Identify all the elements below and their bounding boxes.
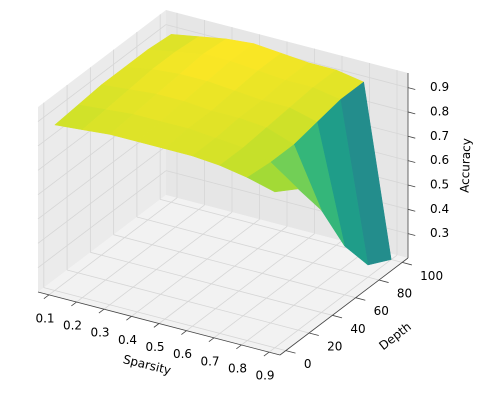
y-tick-label: 20 bbox=[327, 339, 342, 353]
tick-mark bbox=[407, 184, 416, 188]
y-tick-label: 60 bbox=[374, 304, 389, 318]
tick-mark bbox=[332, 314, 343, 319]
x-tick-label: 0.6 bbox=[173, 347, 192, 361]
y-tick-label: 100 bbox=[420, 269, 443, 283]
tick-mark bbox=[208, 337, 215, 343]
tick-mark bbox=[181, 330, 187, 335]
y-tick-label: 0 bbox=[304, 357, 312, 371]
grid-line bbox=[43, 287, 286, 351]
grid-line bbox=[213, 240, 343, 339]
surface-patch bbox=[246, 161, 299, 193]
z-tick-label: 0.4 bbox=[430, 202, 449, 216]
grid-line bbox=[186, 233, 315, 331]
grid-line bbox=[136, 216, 380, 281]
grid-line bbox=[37, 170, 167, 268]
z-tick-label: 0.7 bbox=[430, 129, 449, 143]
z-tick-label: 0.8 bbox=[430, 104, 449, 118]
tick-mark bbox=[43, 294, 50, 300]
x-tick-label: 0.5 bbox=[145, 340, 164, 354]
grid-line bbox=[241, 247, 370, 346]
tick-mark bbox=[126, 316, 132, 321]
x-tick-label: 0.3 bbox=[90, 326, 109, 340]
tick-mark bbox=[407, 87, 416, 90]
x-tick-label: 0.9 bbox=[255, 369, 274, 383]
axis-line bbox=[37, 291, 281, 356]
grid-line bbox=[158, 226, 288, 324]
tick-mark bbox=[407, 111, 416, 115]
tick-mark bbox=[407, 135, 416, 139]
z-tick-label: 0.5 bbox=[430, 177, 449, 191]
tick-mark bbox=[98, 308, 105, 314]
x-axis-label: Sparsity bbox=[122, 352, 173, 377]
x-tick-label: 0.8 bbox=[228, 361, 247, 375]
grid-line bbox=[37, 145, 167, 244]
y-axis-label: Depth bbox=[376, 319, 413, 353]
x-tick-label: 0.7 bbox=[200, 354, 219, 368]
axis-line bbox=[279, 257, 409, 356]
grid-line bbox=[131, 219, 260, 317]
tick-mark bbox=[402, 262, 412, 266]
tick-mark bbox=[153, 323, 160, 328]
tick-mark bbox=[308, 332, 319, 336]
tick-mark bbox=[378, 279, 389, 283]
tick-mark bbox=[407, 233, 416, 236]
tick-mark bbox=[285, 350, 296, 354]
z-tick-label: 0.6 bbox=[430, 153, 449, 167]
grid-line bbox=[48, 197, 178, 296]
z-tick-label: 0.9 bbox=[430, 80, 449, 94]
x-tick-label: 0.4 bbox=[118, 333, 137, 347]
tick-mark bbox=[71, 301, 77, 307]
grid-line bbox=[76, 204, 205, 303]
tick-mark bbox=[407, 160, 416, 163]
tick-mark bbox=[407, 208, 416, 212]
surface bbox=[54, 34, 392, 266]
tick-mark bbox=[355, 297, 366, 301]
grid-line bbox=[66, 269, 310, 334]
z-tick-label: 0.3 bbox=[430, 226, 449, 240]
z-axis-label: Accuracy bbox=[458, 138, 474, 193]
grid-line bbox=[37, 24, 167, 122]
y-tick-label: 80 bbox=[397, 287, 412, 301]
grid-line bbox=[103, 211, 233, 310]
tick-mark bbox=[263, 351, 270, 357]
grid-line bbox=[113, 234, 356, 299]
x-tick-label: 0.2 bbox=[63, 319, 82, 333]
x-tick-label: 0.1 bbox=[35, 311, 54, 325]
tick-mark bbox=[236, 344, 242, 350]
grid-line bbox=[268, 254, 398, 353]
grid-line bbox=[90, 251, 333, 316]
y-tick-label: 40 bbox=[350, 322, 365, 336]
